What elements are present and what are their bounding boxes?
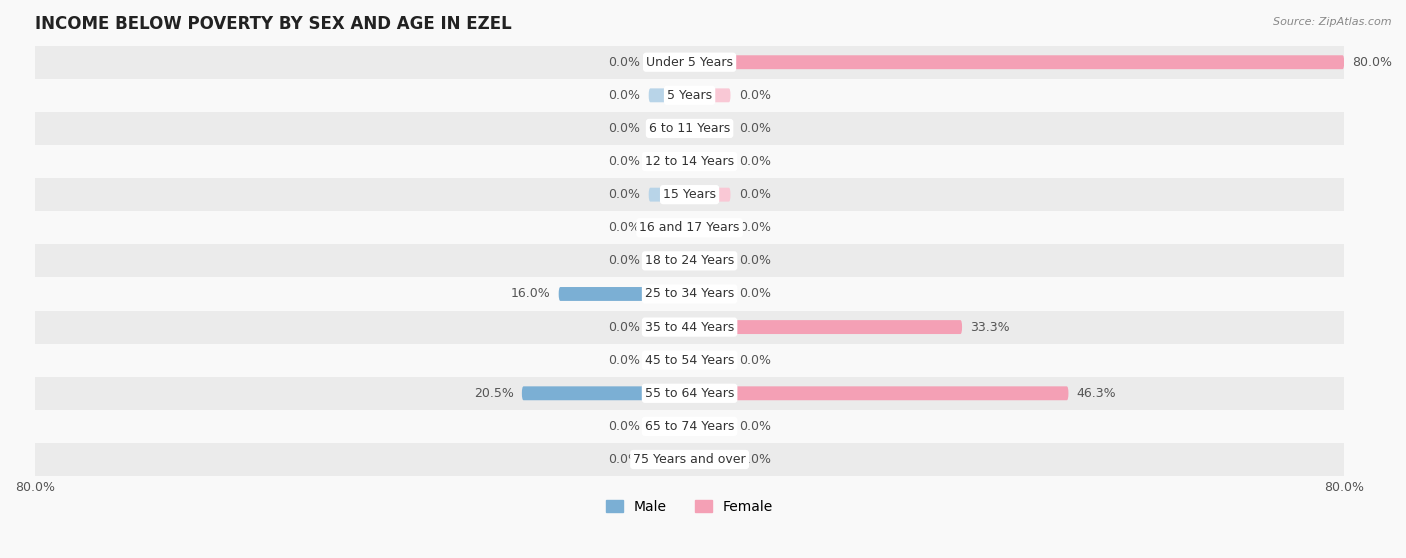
Text: 0.0%: 0.0% — [738, 222, 770, 234]
Bar — [35, 46, 1344, 79]
Text: 0.0%: 0.0% — [738, 420, 770, 433]
Bar — [35, 211, 1344, 244]
FancyBboxPatch shape — [689, 88, 731, 102]
Text: 20.5%: 20.5% — [474, 387, 513, 400]
Text: 0.0%: 0.0% — [609, 453, 641, 466]
FancyBboxPatch shape — [689, 386, 1069, 400]
Text: 25 to 34 Years: 25 to 34 Years — [645, 287, 734, 300]
Bar — [35, 277, 1344, 311]
Text: 5 Years: 5 Years — [666, 89, 713, 102]
Bar — [35, 244, 1344, 277]
Text: 16 and 17 Years: 16 and 17 Years — [640, 222, 740, 234]
Text: 55 to 64 Years: 55 to 64 Years — [645, 387, 734, 400]
FancyBboxPatch shape — [648, 187, 689, 201]
Text: 16.0%: 16.0% — [510, 287, 551, 300]
Text: 0.0%: 0.0% — [738, 89, 770, 102]
Text: 0.0%: 0.0% — [609, 155, 641, 168]
FancyBboxPatch shape — [689, 187, 731, 201]
Text: 0.0%: 0.0% — [609, 321, 641, 334]
Text: 0.0%: 0.0% — [738, 155, 770, 168]
FancyBboxPatch shape — [689, 55, 1344, 69]
FancyBboxPatch shape — [689, 254, 731, 268]
Text: Under 5 Years: Under 5 Years — [647, 56, 733, 69]
FancyBboxPatch shape — [689, 221, 731, 235]
Text: 0.0%: 0.0% — [609, 420, 641, 433]
Bar — [35, 145, 1344, 178]
Text: 15 Years: 15 Years — [664, 188, 716, 201]
Bar — [35, 410, 1344, 443]
FancyBboxPatch shape — [648, 320, 689, 334]
Text: 0.0%: 0.0% — [609, 89, 641, 102]
Text: 75 Years and over: 75 Years and over — [633, 453, 747, 466]
Bar — [35, 112, 1344, 145]
Text: 46.3%: 46.3% — [1077, 387, 1116, 400]
Text: 12 to 14 Years: 12 to 14 Years — [645, 155, 734, 168]
Text: 0.0%: 0.0% — [738, 188, 770, 201]
Text: 45 to 54 Years: 45 to 54 Years — [645, 354, 734, 367]
Text: 0.0%: 0.0% — [609, 122, 641, 135]
Text: 0.0%: 0.0% — [738, 354, 770, 367]
Text: 0.0%: 0.0% — [738, 287, 770, 300]
Text: 0.0%: 0.0% — [738, 254, 770, 267]
FancyBboxPatch shape — [689, 155, 731, 169]
Text: 0.0%: 0.0% — [609, 56, 641, 69]
Bar — [35, 178, 1344, 211]
FancyBboxPatch shape — [689, 287, 731, 301]
Legend: Male, Female: Male, Female — [599, 493, 780, 521]
FancyBboxPatch shape — [648, 155, 689, 169]
Text: 0.0%: 0.0% — [609, 222, 641, 234]
Text: 33.3%: 33.3% — [970, 321, 1010, 334]
Bar — [35, 79, 1344, 112]
FancyBboxPatch shape — [689, 420, 731, 434]
Text: 0.0%: 0.0% — [738, 122, 770, 135]
FancyBboxPatch shape — [648, 221, 689, 235]
FancyBboxPatch shape — [558, 287, 689, 301]
Bar — [35, 311, 1344, 344]
FancyBboxPatch shape — [648, 55, 689, 69]
Text: 6 to 11 Years: 6 to 11 Years — [650, 122, 730, 135]
FancyBboxPatch shape — [648, 453, 689, 466]
FancyBboxPatch shape — [689, 353, 731, 367]
Text: 65 to 74 Years: 65 to 74 Years — [645, 420, 734, 433]
FancyBboxPatch shape — [689, 320, 962, 334]
Text: Source: ZipAtlas.com: Source: ZipAtlas.com — [1274, 17, 1392, 27]
FancyBboxPatch shape — [648, 353, 689, 367]
Text: 0.0%: 0.0% — [609, 254, 641, 267]
FancyBboxPatch shape — [648, 254, 689, 268]
Bar — [35, 344, 1344, 377]
FancyBboxPatch shape — [648, 122, 689, 136]
Text: 0.0%: 0.0% — [609, 354, 641, 367]
Text: 0.0%: 0.0% — [738, 453, 770, 466]
FancyBboxPatch shape — [648, 88, 689, 102]
Text: 0.0%: 0.0% — [609, 188, 641, 201]
FancyBboxPatch shape — [689, 453, 731, 466]
FancyBboxPatch shape — [648, 420, 689, 434]
Text: 80.0%: 80.0% — [1353, 56, 1392, 69]
Text: 18 to 24 Years: 18 to 24 Years — [645, 254, 734, 267]
Bar — [35, 377, 1344, 410]
Text: INCOME BELOW POVERTY BY SEX AND AGE IN EZEL: INCOME BELOW POVERTY BY SEX AND AGE IN E… — [35, 15, 512, 33]
FancyBboxPatch shape — [689, 122, 731, 136]
Bar — [35, 443, 1344, 476]
Text: 35 to 44 Years: 35 to 44 Years — [645, 321, 734, 334]
FancyBboxPatch shape — [522, 386, 689, 400]
